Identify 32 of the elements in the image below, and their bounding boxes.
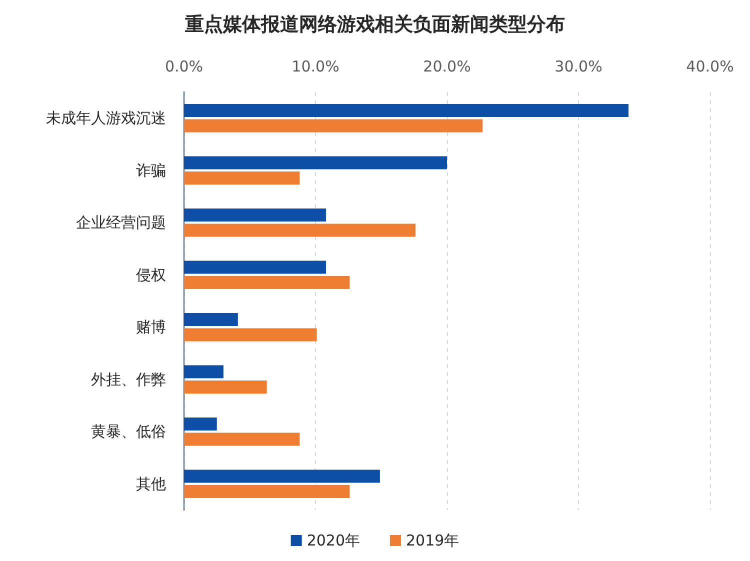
y-tick-label: 未成年人游戏沉迷 [46, 109, 166, 128]
bar [184, 172, 300, 185]
x-tick-label: 10.0% [292, 58, 340, 76]
y-tick-label: 诈骗 [136, 161, 166, 180]
x-tick-label: 0.0% [164, 58, 204, 76]
y-tick-label: 其他 [136, 474, 166, 493]
legend-label: 2019年 [406, 532, 460, 550]
y-tick-label: 赌博 [136, 318, 166, 336]
bar [184, 156, 447, 170]
bar [184, 328, 317, 342]
chart-title: 重点媒体报道网络游戏相关负面新闻类型分布 [184, 14, 565, 36]
bar [184, 119, 483, 132]
bar [184, 260, 326, 274]
x-tick-label: 20.0% [423, 58, 471, 76]
bar [184, 432, 300, 446]
bar [184, 208, 326, 222]
y-tick-label: 黄暴、低俗 [91, 422, 166, 441]
x-tick-label: 40.0% [686, 58, 734, 76]
bar [184, 485, 350, 498]
bar [184, 104, 628, 117]
bar [184, 224, 416, 237]
y-tick-label: 企业经营问题 [76, 214, 166, 232]
y-tick-label: 外挂、作弊 [91, 370, 166, 388]
x-tick-label: 30.0% [554, 58, 602, 76]
legend-label: 2020年 [306, 532, 360, 550]
bar [184, 380, 267, 394]
bar [184, 312, 238, 326]
y-tick-label: 侵权 [136, 266, 166, 284]
bar [184, 470, 380, 483]
bar [184, 417, 217, 430]
bar [184, 365, 224, 378]
bar [184, 276, 350, 290]
